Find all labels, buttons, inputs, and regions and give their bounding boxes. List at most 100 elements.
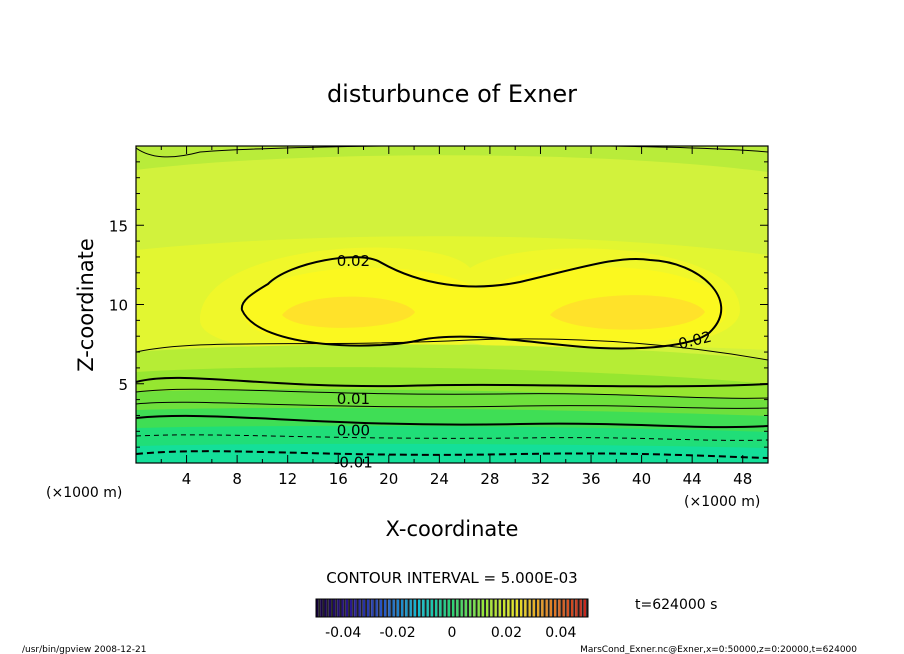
colorbar-segment	[345, 599, 349, 617]
colorbar-gap	[586, 599, 588, 617]
colorbar-gap	[386, 599, 389, 617]
colorbar-gap	[581, 599, 584, 617]
colorbar-segment	[418, 599, 421, 617]
x-axis-title: X-coordinate	[386, 517, 519, 541]
y-axis-title: Z-coordinate	[74, 238, 98, 372]
x-tick-label: 32	[531, 470, 550, 488]
footer-left: /usr/bin/gpview 2008-12-21	[22, 645, 146, 654]
colorbar-gap	[382, 599, 384, 617]
colorbar-gap	[416, 599, 418, 617]
contour-label-text: 0.01	[337, 390, 370, 408]
colorbar-segment	[422, 599, 425, 617]
contour-line-neg-0.01	[136, 450, 768, 459]
colorbar-gap	[552, 599, 554, 617]
colorbar-gap	[433, 599, 435, 617]
colorbar-segment	[571, 599, 574, 617]
colorbar-segment	[413, 599, 417, 617]
colorbar-segment	[558, 599, 561, 617]
colorbar-gap	[458, 599, 461, 617]
colorbar-gap	[445, 599, 448, 617]
colorbar-segment	[452, 599, 455, 617]
contour-line-0.02	[240, 256, 723, 350]
colorbar-frame	[315, 598, 589, 618]
contour-line-neg-0.005	[136, 434, 768, 441]
colorbar-segment	[520, 599, 523, 617]
colorbar-gap	[475, 599, 478, 617]
x-tick-label: 16	[329, 470, 348, 488]
colorbar-segment	[384, 599, 387, 617]
colorbar-gap	[390, 599, 393, 617]
colorbar-gap	[564, 599, 567, 617]
colorbar-segment	[430, 599, 434, 617]
contour-line-0.015	[136, 338, 768, 361]
colorbar-gap	[403, 599, 406, 617]
colorbar-segment	[464, 599, 468, 617]
colorbar-segment	[443, 599, 446, 617]
colorbar-segment	[362, 599, 366, 617]
colorbar-tick-labels: -0.04 -0.02 0 0.02 0.04	[325, 625, 576, 641]
colorbar-segment	[341, 599, 344, 617]
colorbar-segment	[477, 599, 480, 617]
colorbar-gap	[441, 599, 444, 617]
x-tick-label: 36	[581, 470, 600, 488]
colorbar-gap	[492, 599, 495, 617]
footer-right: MarsCond_Exner.nc@Exner,x=0:50000,z=0:20…	[580, 645, 857, 654]
colorbar-tick-label: 0	[448, 625, 457, 641]
colorbar-gap	[424, 599, 427, 617]
colorbar-gap	[335, 599, 338, 617]
colorbar-segment	[583, 599, 587, 617]
colorbar-segment	[409, 599, 412, 617]
colorbar-segment	[515, 599, 519, 617]
x-axis-ticks: 4 8 12 16 20 24 28 32 36 40 44 48	[160, 146, 752, 488]
colorbar-segment	[379, 599, 383, 617]
colorbar-segment	[511, 599, 514, 617]
colorbar-segment	[579, 599, 582, 617]
colorbar-gap	[505, 599, 508, 617]
colorbar-gap	[471, 599, 474, 617]
colorbar-gap	[543, 599, 546, 617]
colorbar-tick-label: -0.02	[379, 625, 415, 641]
colorbar-gap	[343, 599, 346, 617]
colorbar-gap	[411, 599, 414, 617]
contour-label-text: 0.00	[337, 422, 370, 440]
x-tick-label: 4	[182, 470, 192, 488]
contour-line-top	[136, 146, 768, 158]
colorbar-gap	[518, 599, 520, 617]
colorbar-segment	[460, 599, 463, 617]
colorbar-segment	[350, 599, 353, 617]
colorbar-segment	[324, 599, 327, 617]
colorbar-segment	[396, 599, 400, 617]
y-tick-label: 15	[109, 217, 128, 235]
x-tick-label: 20	[379, 470, 398, 488]
colorbar-gap	[462, 599, 465, 617]
colorbar-gap	[547, 599, 550, 617]
colorbar-segment	[316, 599, 319, 617]
colorbar-segment	[388, 599, 391, 617]
colorbar-gap	[535, 599, 537, 617]
colorbar-segment	[545, 599, 548, 617]
x-unit-right: (×1000 m)	[684, 494, 760, 510]
field-band-6	[136, 443, 768, 463]
x-tick-label: 40	[632, 470, 651, 488]
colorbar-gap	[454, 599, 457, 617]
colorbar-gap	[348, 599, 350, 617]
colorbar-gap	[360, 599, 363, 617]
colorbar-segment	[358, 599, 361, 617]
contour-line-0.00	[136, 414, 768, 429]
colorbar-gap	[318, 599, 321, 617]
colorbar-segment	[354, 599, 357, 617]
colorbar-segment	[392, 599, 395, 617]
colorbar-gap	[420, 599, 423, 617]
colorbar-gap	[509, 599, 512, 617]
colorbar-segment	[490, 599, 493, 617]
colorbar-segment	[367, 599, 370, 617]
y-tick-label: 10	[109, 297, 128, 315]
colorbar-segment	[320, 599, 323, 617]
colorbar-gap	[569, 599, 571, 617]
field-top-band	[136, 146, 768, 172]
colorbar-gap	[560, 599, 563, 617]
x-tick-label: 44	[683, 470, 702, 488]
colorbar-segment	[494, 599, 497, 617]
contour-interval-text: CONTOUR INTERVAL = 5.000E-03	[326, 569, 577, 587]
colorbar-gap	[326, 599, 329, 617]
